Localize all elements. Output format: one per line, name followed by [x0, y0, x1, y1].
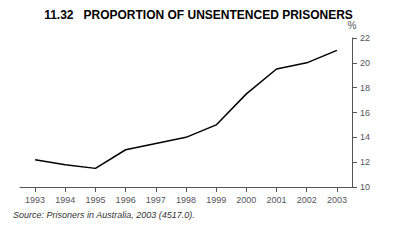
- svg-text:12: 12: [360, 157, 370, 167]
- svg-text:2002: 2002: [297, 195, 317, 205]
- svg-text:16: 16: [360, 108, 370, 118]
- svg-text:20: 20: [360, 58, 370, 68]
- svg-text:18: 18: [360, 83, 370, 93]
- svg-text:14: 14: [360, 132, 370, 142]
- svg-text:1997: 1997: [146, 195, 166, 205]
- svg-text:1999: 1999: [206, 195, 226, 205]
- svg-text:1993: 1993: [25, 195, 45, 205]
- svg-text:1994: 1994: [55, 195, 75, 205]
- svg-text:1995: 1995: [85, 195, 105, 205]
- svg-text:1998: 1998: [176, 195, 196, 205]
- svg-text:22: 22: [360, 33, 370, 43]
- svg-text:11.32 PROPORTION OF UNSENTEN: 11.32 PROPORTION OF UNSENTENCED PRISONER…: [44, 8, 353, 22]
- svg-text:10: 10: [360, 182, 370, 192]
- svg-text:1996: 1996: [116, 195, 136, 205]
- svg-text:Source: Prisoners in Australia: Source: Prisoners in Australia, 2003 (45…: [13, 210, 195, 220]
- svg-text:2000: 2000: [236, 195, 256, 205]
- svg-text:2001: 2001: [267, 195, 287, 205]
- svg-text:2003: 2003: [327, 195, 347, 205]
